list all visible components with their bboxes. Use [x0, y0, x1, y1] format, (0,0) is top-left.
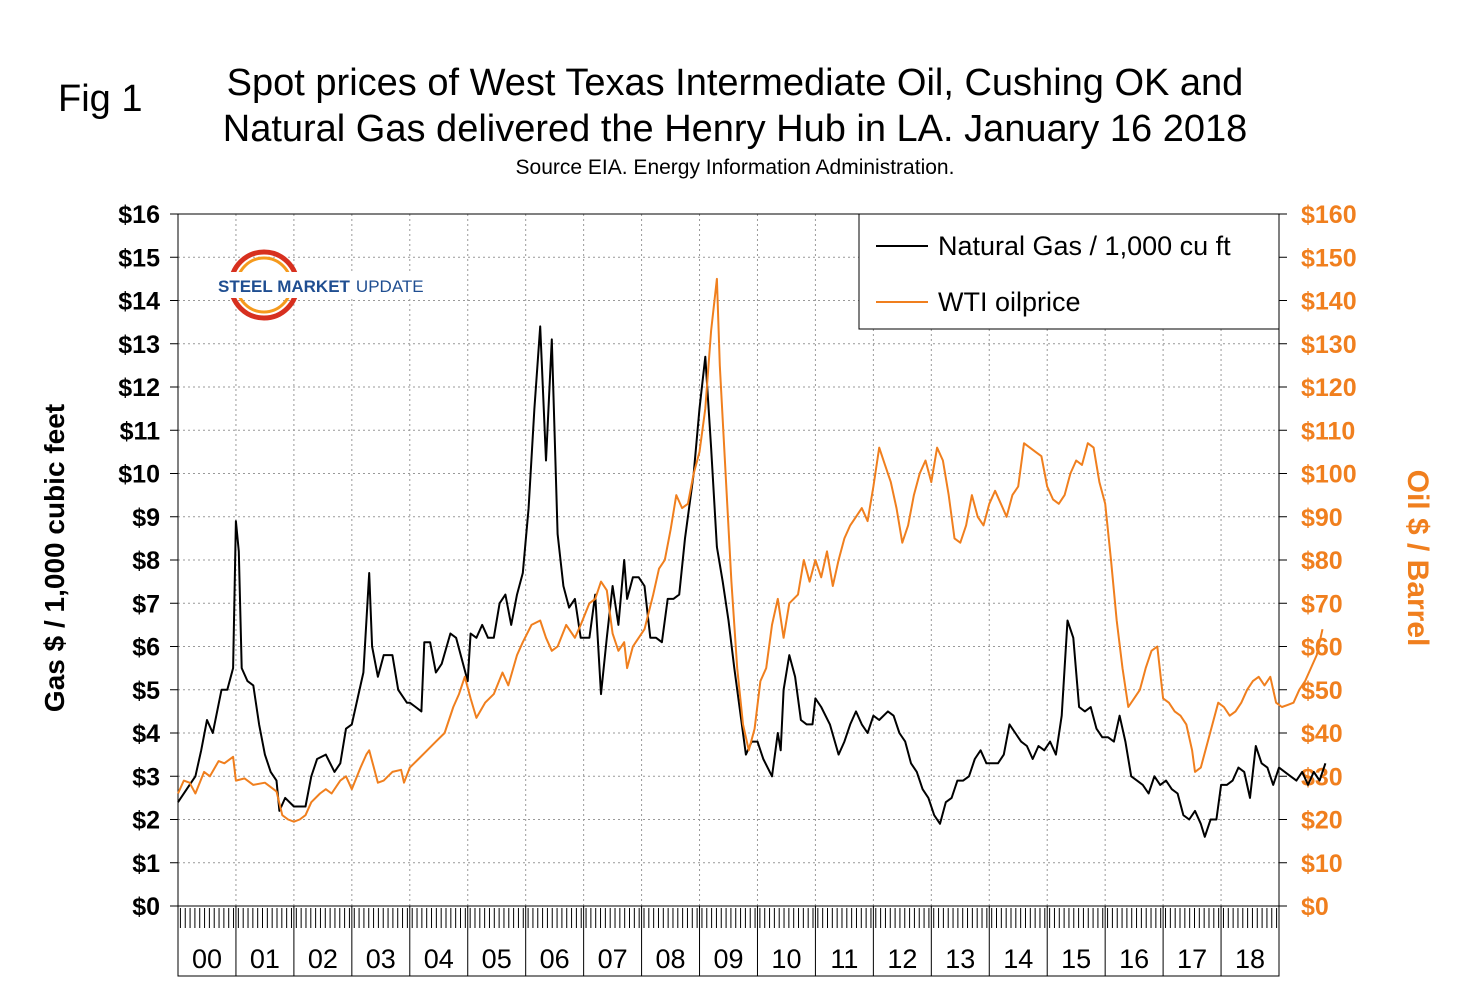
left-tick-label: $11 — [120, 417, 160, 445]
right-tick-label: $90 — [1301, 504, 1343, 532]
x-tick-label: 08 — [656, 944, 686, 974]
right-tick-label: $130 — [1301, 331, 1357, 359]
chart-subtitle: Source EIA. Energy Information Administr… — [515, 156, 955, 179]
left-axis-ticks: $0 $1 $2 $3 $4 $5 $6 $7 $8 $9 $10 $11 $12 $13 $14 $15 $1… — [118, 201, 178, 921]
right-tick-label: $120 — [1301, 374, 1357, 402]
chart-title-line-1: Spot prices of West Texas Intermediate O… — [226, 62, 1244, 104]
x-tick-label: 11 — [830, 944, 858, 974]
right-tick-label: $140 — [1301, 288, 1357, 316]
right-tick-label: $40 — [1301, 720, 1343, 748]
left-tick-label: $2 — [132, 807, 160, 835]
legend-label-oil: WTI oilprice — [938, 287, 1081, 317]
right-tick-label: $30 — [1301, 763, 1343, 791]
left-tick-label: $7 — [132, 590, 160, 618]
left-tick-label: $1 — [132, 850, 160, 878]
right-tick-label: $80 — [1301, 547, 1343, 575]
right-tick-label: $70 — [1301, 590, 1343, 618]
x-tick-label: 10 — [771, 944, 801, 974]
left-tick-label: $8 — [132, 547, 160, 575]
right-tick-label: $100 — [1301, 461, 1357, 489]
right-axis-ticks: $0 $10 $20 $30 $40 $50 $60 $70 $80 $90 $100 $110 $12… — [1279, 201, 1357, 921]
chart-title: Spot prices of West Texas Intermediate O… — [180, 60, 1290, 152]
left-tick-label: $10 — [118, 461, 160, 489]
right-tick-label: $60 — [1301, 634, 1343, 662]
figure-label: Fig 1 — [58, 78, 143, 120]
x-tick-label: 16 — [1119, 944, 1149, 974]
x-tick-label: 05 — [482, 944, 512, 974]
left-tick-label: $15 — [118, 244, 160, 272]
left-axis-label: Gas $ / 1,000 cubic feet — [39, 404, 70, 712]
left-tick-label: $6 — [132, 634, 160, 662]
series-lines — [177, 277, 1327, 838]
right-tick-label: $150 — [1301, 244, 1357, 272]
legend-label-gas: Natural Gas / 1,000 cu ft — [938, 231, 1231, 261]
x-tick-label: 04 — [424, 944, 454, 974]
logo-text-bold: STEEL MARKET — [218, 277, 351, 296]
right-tick-label: $110 — [1301, 417, 1355, 445]
legend: Natural Gas / 1,000 cu ft WTI oilprice — [858, 213, 1280, 330]
x-tick-label: 18 — [1235, 944, 1265, 974]
left-tick-label: $16 — [118, 201, 160, 229]
right-tick-label: $50 — [1301, 677, 1343, 705]
left-tick-label: $9 — [132, 504, 160, 532]
series-line-oil — [177, 277, 1324, 823]
right-tick-label: $0 — [1301, 893, 1329, 921]
x-tick-label: 15 — [1061, 944, 1091, 974]
logo-backdrop — [215, 272, 430, 298]
left-tick-label: $14 — [118, 288, 160, 316]
logo-text: STEEL MARKET UPDATE — [218, 277, 424, 296]
plot-frame — [177, 213, 1280, 977]
legend-box — [858, 213, 1280, 330]
x-tick-label: 01 — [250, 944, 280, 974]
x-tick-label: 02 — [308, 944, 338, 974]
x-tick-label: 00 — [192, 944, 222, 974]
left-tick-label: $3 — [132, 763, 160, 791]
series-line-gas — [177, 325, 1327, 838]
x-tick-label: 07 — [598, 944, 628, 974]
left-tick-label: $0 — [132, 893, 160, 921]
left-tick-label: $4 — [132, 720, 160, 748]
logo-text-light: UPDATE — [356, 277, 424, 296]
right-tick-label: $20 — [1301, 807, 1343, 835]
x-tick-label: 12 — [887, 944, 917, 974]
x-tick-label: 06 — [540, 944, 570, 974]
x-tick-label: 14 — [1003, 944, 1033, 974]
x-tick-label: 09 — [713, 944, 743, 974]
chart-title-line-2: Natural Gas delivered the Henry Hub in L… — [222, 108, 1248, 150]
right-tick-label: $160 — [1301, 201, 1357, 229]
right-axis-label: Oil $ / Barrel — [1401, 470, 1434, 647]
plot-border — [177, 213, 1280, 977]
left-tick-label: $13 — [118, 331, 160, 359]
x-tick-label: 13 — [945, 944, 975, 974]
right-tick-label: $10 — [1301, 850, 1343, 878]
left-tick-label: $5 — [132, 677, 160, 705]
steel-market-update-logo: STEEL MARKET UPDATE — [215, 249, 430, 321]
x-axis-ticks: 00 01 02 03 04 05 06 07 08 09 10 11 12 13 14 15 16 17 18 — [177, 906, 1280, 976]
x-tick-label: 03 — [366, 944, 396, 974]
left-tick-label: $12 — [118, 374, 160, 402]
x-tick-label: 17 — [1177, 944, 1207, 974]
